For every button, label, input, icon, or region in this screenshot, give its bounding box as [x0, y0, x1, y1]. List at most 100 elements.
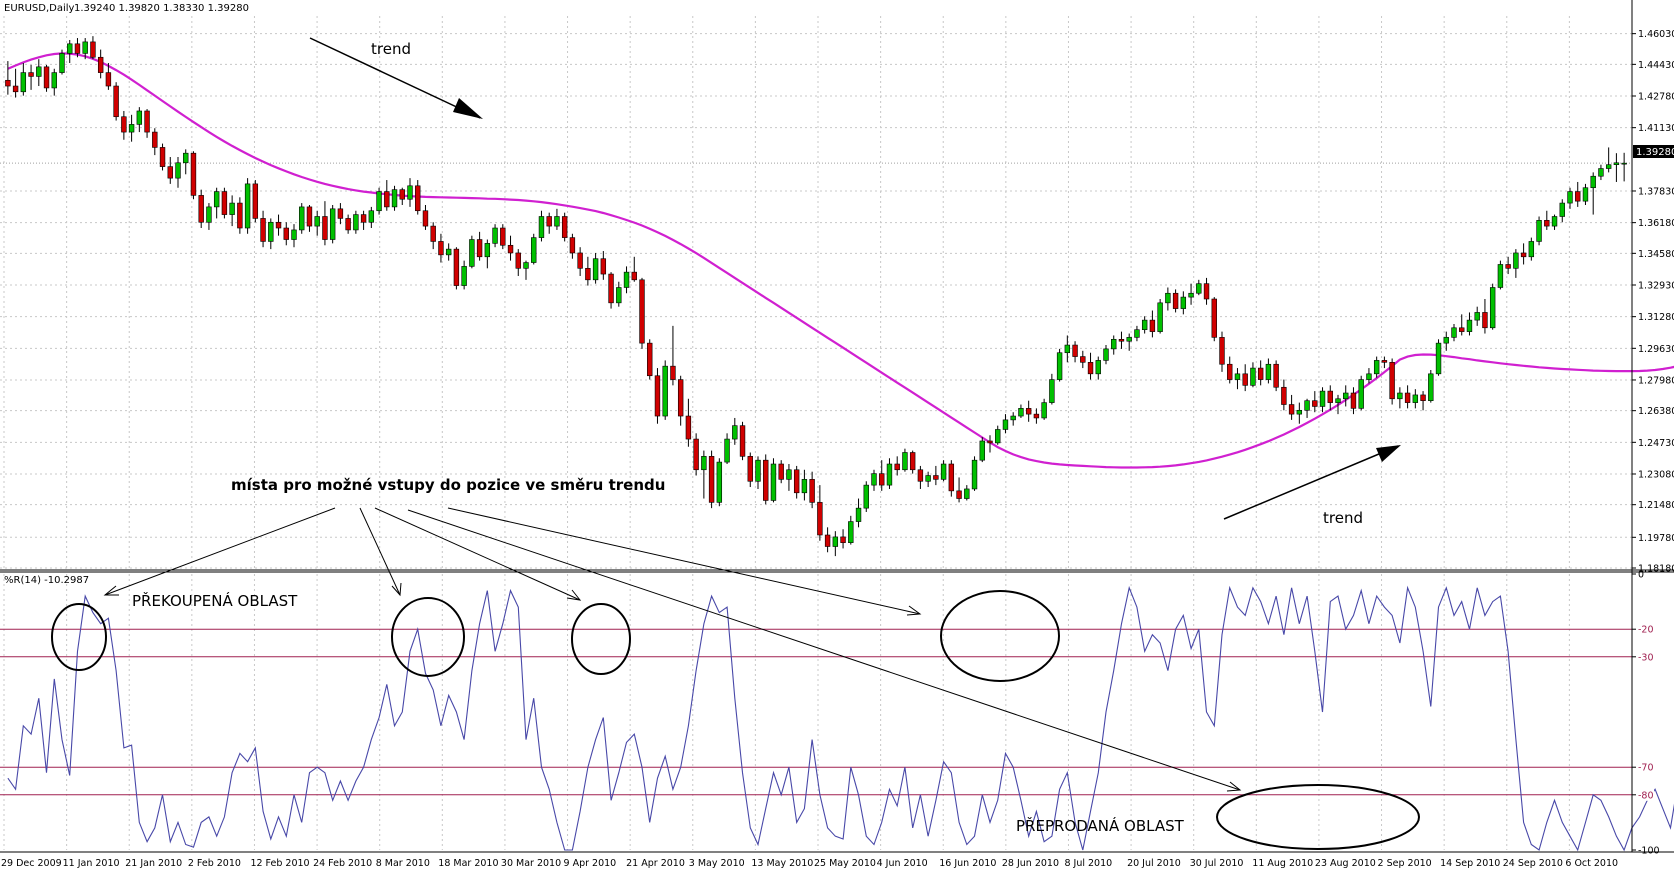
candle-body [662, 365, 668, 417]
candle-body [569, 237, 576, 254]
candle-body [469, 239, 475, 267]
candle-body [36, 66, 42, 77]
candle-body [879, 473, 885, 486]
candle-body [1157, 302, 1163, 332]
candle-body [1265, 363, 1272, 380]
candle-bearish [90, 36, 96, 60]
candle-body [198, 195, 204, 223]
candle-bullish [445, 243, 452, 261]
entry-pointer-1-head [103, 585, 119, 596]
candle-bearish [113, 82, 119, 121]
date-tick-label: 14 Sep 2010 [1440, 858, 1500, 869]
candle-bearish [693, 433, 699, 476]
candle-body [121, 116, 127, 133]
candle-bearish [283, 222, 289, 246]
candle-body [1335, 398, 1341, 403]
candle-bullish [1513, 249, 1519, 278]
candle-body [747, 456, 753, 482]
candle-bullish [1049, 373, 1055, 405]
date-tick-label: 3 May 2010 [689, 858, 745, 869]
price-tick-label: 1.29630 [1638, 344, 1674, 355]
candle-body [716, 461, 723, 503]
candle-body [1350, 392, 1357, 409]
overbought-circle-1 [51, 603, 107, 671]
candle-bullish [1165, 287, 1171, 311]
candle-bullish [1474, 306, 1480, 326]
candle-bearish [1288, 394, 1295, 420]
candle-body [763, 459, 769, 501]
candle-body [1188, 292, 1194, 298]
candle-body [677, 379, 684, 417]
candle-bearish [948, 460, 955, 497]
candle-bearish [569, 233, 576, 259]
candle-body [855, 507, 862, 522]
candle-bearish [631, 256, 637, 282]
candle-bearish [1520, 243, 1527, 265]
candle-body [956, 490, 962, 499]
candle-body [1397, 392, 1403, 400]
candle-bearish [670, 325, 676, 386]
candle-bullish [1180, 291, 1187, 315]
candle-body [1567, 191, 1573, 204]
candle-body [1520, 252, 1527, 258]
candle-bearish [1033, 408, 1040, 424]
candle-body [871, 473, 877, 486]
candle-bearish [221, 187, 228, 219]
candle-body [1358, 379, 1364, 409]
candle-body [360, 214, 367, 223]
candle-body [90, 41, 96, 58]
candle-bearish [1575, 181, 1581, 207]
candle-body [616, 287, 622, 304]
candle-bearish [577, 247, 583, 276]
candle-bullish [1567, 187, 1573, 209]
candle-bullish [1141, 316, 1148, 334]
candle-bearish [252, 180, 259, 223]
candle-body [391, 189, 398, 208]
candle-bullish [979, 437, 985, 463]
price-tick-label: 1.44430 [1638, 60, 1674, 71]
candle-bearish [1482, 299, 1488, 334]
candle-body [268, 221, 274, 242]
candle-bullish [1296, 402, 1303, 424]
candle-body [275, 221, 282, 229]
candle-bullish [51, 68, 57, 96]
candle-bullish [1528, 237, 1535, 261]
price-tick-label: 1.32930 [1638, 280, 1674, 291]
candle-bullish [407, 178, 413, 207]
candle-bearish [956, 477, 962, 503]
candle-bearish [546, 212, 552, 234]
date-tick-label: 4 Jun 2010 [877, 858, 928, 869]
candle-body [1420, 394, 1426, 401]
candle-body [51, 72, 57, 89]
candle-body [940, 463, 947, 480]
candle-body [1489, 287, 1496, 329]
candle-body [1180, 296, 1187, 309]
candle-body [1172, 292, 1179, 309]
candle-body [685, 415, 692, 440]
candle-bearish [708, 450, 715, 509]
candle-bearish [28, 64, 34, 90]
candle-bearish [1080, 350, 1086, 369]
candle-body [755, 459, 761, 482]
candle-body [206, 206, 212, 223]
candle-body [299, 206, 305, 231]
candle-bullish [1002, 414, 1009, 434]
candle-body [183, 152, 189, 164]
candle-bearish [809, 471, 815, 509]
candle-bearish [600, 251, 607, 280]
candle-body [453, 248, 460, 286]
candle-body [1041, 402, 1047, 419]
candle-bearish [43, 64, 50, 92]
candle-body [863, 484, 869, 509]
candle-body [59, 53, 65, 73]
candle-bullish [183, 149, 189, 175]
candle-bullish [82, 38, 88, 60]
candle-body [252, 183, 259, 219]
date-tick-label: 25 May 2010 [814, 858, 876, 869]
candle-bearish [1404, 385, 1411, 409]
candle-bearish [793, 465, 800, 499]
candle-bearish [97, 49, 104, 79]
candle-bullish [1234, 368, 1241, 390]
candle-body [608, 273, 614, 304]
